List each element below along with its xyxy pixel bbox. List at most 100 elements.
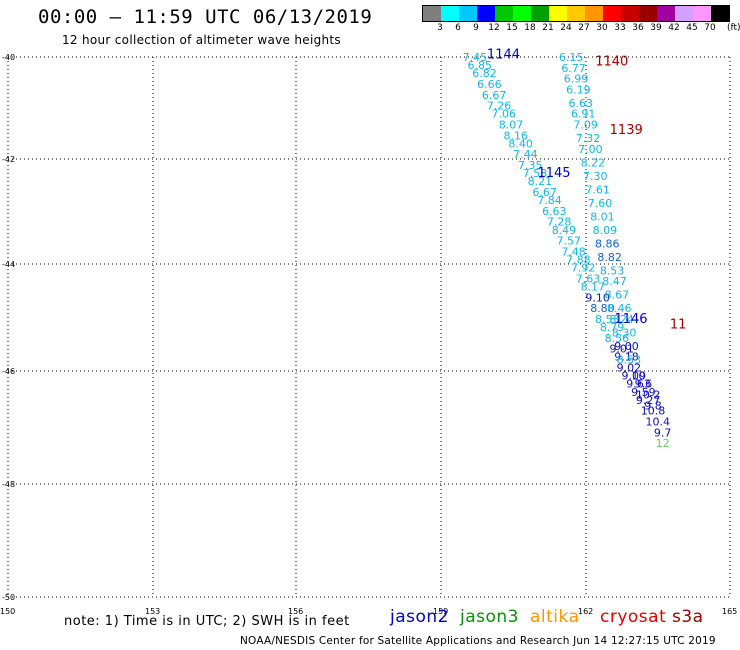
swh-value-label: 9.8: [644, 399, 662, 412]
pass-number-label: 1145: [537, 166, 570, 181]
swh-value-label: 10.2: [636, 389, 661, 402]
swh-value-label: 8.17: [581, 281, 606, 294]
scale-swatch: [423, 6, 441, 21]
y-tick-label: -50: [2, 593, 15, 602]
swh-value-label: 10.8: [641, 405, 666, 418]
swh-value-label: 9.27: [636, 394, 661, 407]
scale-label: 33: [614, 23, 626, 33]
swh-value-label: 9.00: [614, 340, 639, 353]
swh-value-label: 8.49: [552, 224, 577, 237]
scale-swatch: [513, 6, 531, 21]
swh-value-label: 8.40: [508, 137, 533, 150]
swh-value-label: 7.48: [561, 245, 586, 258]
wave-height-color-scale: 3 6 9 12 15 18 21 24 27 30 33 36 39 42 45 70 (ft): [422, 5, 740, 33]
swh-value-label: 9.63: [626, 378, 651, 391]
legend-item-cryosat: cryosat: [600, 607, 667, 627]
page-title: 00:00 – 11:59 UTC 06/13/2019: [38, 6, 373, 28]
scale-label: 12: [488, 23, 500, 33]
scale-label: 27: [578, 23, 590, 33]
swh-value-label: 7.60: [588, 197, 613, 210]
swh-value-label: 9.09: [621, 370, 646, 383]
pass-number-label: 1140: [595, 54, 628, 69]
swh-value-label: 8.46: [607, 302, 632, 315]
x-tick-label: 162: [578, 607, 593, 616]
swh-value-label: 7.26: [487, 100, 512, 113]
pass-number-label: 1144: [487, 47, 520, 62]
swh-value-label: 12: [656, 437, 670, 450]
y-tick-label: -40: [2, 53, 15, 62]
swh-value-label: 8.53: [600, 264, 625, 277]
swh-value-label: 8.21: [528, 175, 553, 188]
swh-value-label: 10.4: [646, 416, 671, 429]
swh-value-label: 9.01: [609, 343, 634, 356]
swh-value-label: 8.16: [504, 129, 529, 142]
scale-label: 45: [686, 23, 698, 33]
y-tick-label: -48: [2, 480, 15, 489]
scale-unit: (ft): [727, 23, 740, 33]
swh-value-label: 7.63: [576, 272, 601, 285]
scale-swatch: [621, 6, 639, 21]
y-tick-label: -44: [2, 260, 15, 269]
swh-value-label: 7.06: [492, 108, 517, 121]
scale-label: 24: [560, 23, 572, 33]
swh-value-label: 7.88: [566, 254, 591, 267]
x-tick-label: 156: [288, 607, 303, 616]
swh-value-label: 8.01: [590, 210, 615, 223]
color-swatches: [422, 5, 730, 22]
scale-label: 9: [473, 23, 479, 33]
swh-value-label: 8.47: [602, 275, 627, 288]
swh-value-label: 8.56: [605, 332, 630, 345]
scale-label: 42: [668, 23, 680, 33]
swh-value-label: 7.30: [583, 170, 608, 183]
scale-swatch: [495, 6, 513, 21]
pass-number-label: 1139: [610, 123, 643, 138]
scale-label: 70: [704, 23, 716, 33]
swh-value-label: 7.92: [571, 262, 596, 275]
swh-value-label: 6.67: [482, 89, 507, 102]
color-scale-labels: 3 6 9 12 15 18 21 24 27 30 33 36 39 42 45 70: [422, 23, 740, 37]
swh-value-label: 9.59: [631, 386, 656, 399]
scale-swatch: [675, 6, 693, 21]
scale-label: 3: [437, 23, 443, 33]
swh-value-label: 6.85: [467, 59, 492, 72]
swh-value-label: 6.67: [532, 186, 557, 199]
legend-item-s3a: s3a: [672, 607, 704, 627]
swh-value-label: 7.28: [547, 216, 572, 229]
swh-value-label: 7.61: [585, 183, 610, 196]
swh-value-label: 6.99: [564, 73, 589, 86]
swh-value-label: 7.32: [576, 132, 601, 145]
swh-value-label: 8.82: [597, 251, 622, 264]
swh-value-label: 6.77: [561, 62, 586, 75]
x-tick-label: 153: [145, 607, 160, 616]
swh-value-label: 8.86: [595, 237, 620, 250]
scale-swatch: [639, 6, 657, 21]
scale-swatch: [531, 6, 549, 21]
swh-value-label: 6.63: [569, 97, 594, 110]
swh-value-label: 8.22: [581, 156, 606, 169]
x-tick-label: 165: [722, 607, 737, 616]
swh-value-label: 7.00: [578, 143, 603, 156]
swh-value-label: 6.66: [477, 78, 502, 91]
scale-swatch: [477, 6, 495, 21]
swh-value-label: 8.07: [499, 119, 524, 132]
pass-number-label: 11: [670, 317, 687, 332]
legend-item-altika: altika: [530, 607, 580, 627]
swh-value-label: 6.15: [559, 51, 584, 64]
scale-label: 15: [506, 23, 518, 33]
scale-swatch: [441, 6, 459, 21]
legend-item-jason2: jason2: [390, 607, 449, 627]
swh-value-label: 6.91: [571, 108, 596, 121]
scale-label: 21: [542, 23, 554, 33]
scale-swatch: [603, 6, 621, 21]
swh-value-label: 7.57: [557, 235, 582, 248]
scale-swatch: [459, 6, 477, 21]
swh-value-label: 7.44: [513, 148, 538, 161]
x-tick-label: 150: [0, 607, 15, 616]
swh-value-label: 9.7: [654, 426, 672, 439]
swh-value-label: 7.09: [573, 119, 598, 132]
swh-value-label: 8.53: [617, 353, 642, 366]
scale-swatch: [585, 6, 603, 21]
scale-swatch: [567, 6, 585, 21]
scale-swatch: [657, 6, 675, 21]
